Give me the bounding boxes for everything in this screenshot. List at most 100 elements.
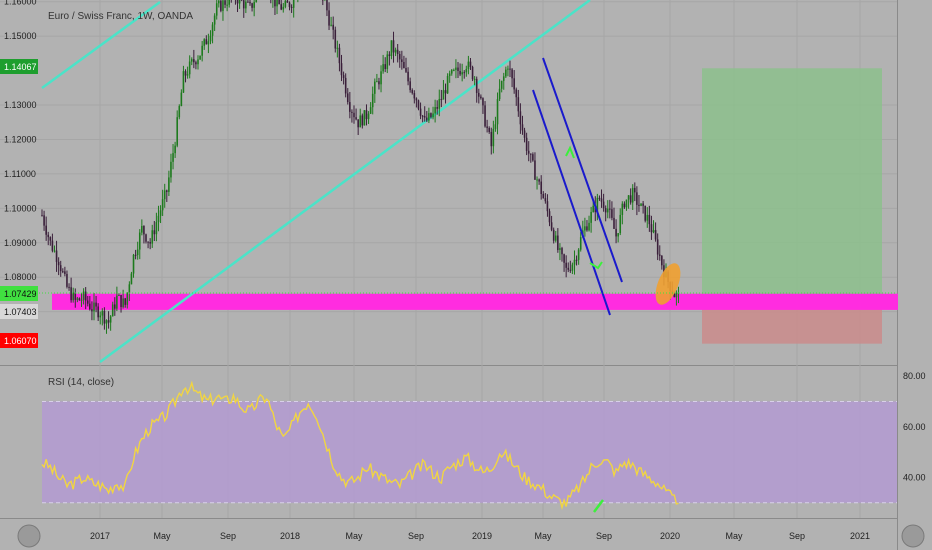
candle-body [166, 190, 168, 192]
candle-body [284, 0, 287, 7]
candle-body [101, 310, 104, 316]
support-zone[interactable] [52, 293, 898, 310]
date-tick-label: May [534, 531, 552, 541]
upper-trendline[interactable] [41, 0, 161, 90]
candle-body [138, 232, 141, 250]
channel-lower-line[interactable] [532, 89, 611, 316]
date-axis[interactable]: 2017 May Sep 2018 May Sep 2019 May Sep 2020 May Sep… [90, 531, 870, 541]
candle-body [78, 298, 81, 301]
candle-body [107, 320, 110, 323]
candle-body [122, 298, 124, 308]
candle-body [577, 249, 580, 260]
candle-body [480, 96, 482, 99]
candle-body [388, 54, 391, 56]
candle-body [421, 115, 424, 117]
candle-body [182, 71, 185, 93]
lower-trendline[interactable] [99, 0, 591, 364]
candle-body [143, 225, 145, 235]
price-tick-label: 1.09000 [4, 238, 37, 248]
channel-upper-line[interactable] [542, 57, 623, 283]
target-price-badge: 1.14067 [0, 59, 38, 74]
candle-body [68, 286, 70, 288]
scroll-left-control[interactable] [17, 524, 41, 548]
candle-body [247, 1, 249, 3]
candle-body [675, 293, 678, 298]
candle-body [170, 161, 172, 178]
candle-body [330, 24, 332, 26]
candle-body [378, 81, 380, 85]
candle-body [492, 128, 495, 147]
candle-body [415, 98, 418, 101]
scroll-right-control[interactable] [901, 524, 925, 548]
candle-body [413, 93, 416, 99]
candle-body [126, 292, 129, 305]
candle-body [658, 254, 661, 256]
candle-body [70, 287, 72, 301]
candle-body [93, 302, 95, 312]
candle-body [403, 61, 405, 69]
candlesticks [41, 0, 680, 334]
candle-body [147, 241, 149, 243]
rsi-line[interactable] [41, 380, 679, 511]
candle-body [207, 41, 210, 45]
candle-body [86, 300, 89, 304]
candle-body [423, 116, 426, 118]
candle-body [494, 124, 497, 129]
svg-text:1.06070: 1.06070 [4, 336, 37, 346]
candle-body [534, 160, 536, 180]
rsi-divergence-marker [593, 499, 604, 513]
candle-body [563, 254, 565, 263]
candle-body [161, 199, 164, 211]
candle-body [559, 248, 561, 250]
rsi-band [42, 401, 897, 503]
date-tick-label: May [345, 531, 363, 541]
highlight-ellipse[interactable] [650, 260, 685, 308]
candle-body [159, 210, 162, 216]
candle-body [515, 89, 518, 98]
candle-body [222, 0, 224, 11]
candle-body [280, 4, 282, 10]
candle-body [488, 128, 490, 132]
candle-body [211, 24, 214, 36]
candle-body [648, 214, 651, 225]
candle-body [238, 0, 241, 4]
candle-body [326, 0, 328, 11]
candle-body [380, 71, 382, 85]
candle-body [45, 225, 47, 235]
rsi-axis[interactable]: 80.00 60.00 40.00 [903, 371, 926, 482]
candle-body [552, 229, 555, 241]
candle-body [525, 137, 528, 151]
candle-body [475, 78, 478, 93]
candle-body [459, 70, 461, 75]
rsi-tick-label: 60.00 [903, 422, 926, 432]
candle-body [168, 177, 170, 192]
candle-body [253, 2, 255, 8]
candle-body [661, 255, 663, 266]
candle-body [103, 310, 106, 324]
date-tick-label: 2019 [472, 531, 492, 541]
candle-body [538, 179, 540, 182]
candle-body [498, 88, 501, 100]
date-tick-label: 2017 [90, 531, 110, 541]
candle-body [55, 250, 58, 262]
candle-body [467, 61, 470, 69]
candle-body [76, 298, 79, 300]
candle-body [186, 74, 189, 76]
candle-body [278, 0, 280, 5]
candle-body [611, 209, 613, 218]
candle-body [349, 102, 351, 112]
candle-body [95, 302, 97, 307]
candle-body [554, 235, 557, 241]
candle-body [197, 59, 199, 65]
candle-body [72, 292, 74, 301]
candle-body [631, 187, 634, 203]
candle-body [184, 71, 187, 76]
price-tick-label: 1.11000 [4, 169, 36, 179]
candle-body [652, 230, 655, 233]
candle-body [157, 215, 160, 223]
candle-body [153, 230, 156, 235]
target-zone[interactable] [702, 68, 882, 298]
candle-body [442, 90, 445, 100]
candle-body [613, 217, 615, 229]
